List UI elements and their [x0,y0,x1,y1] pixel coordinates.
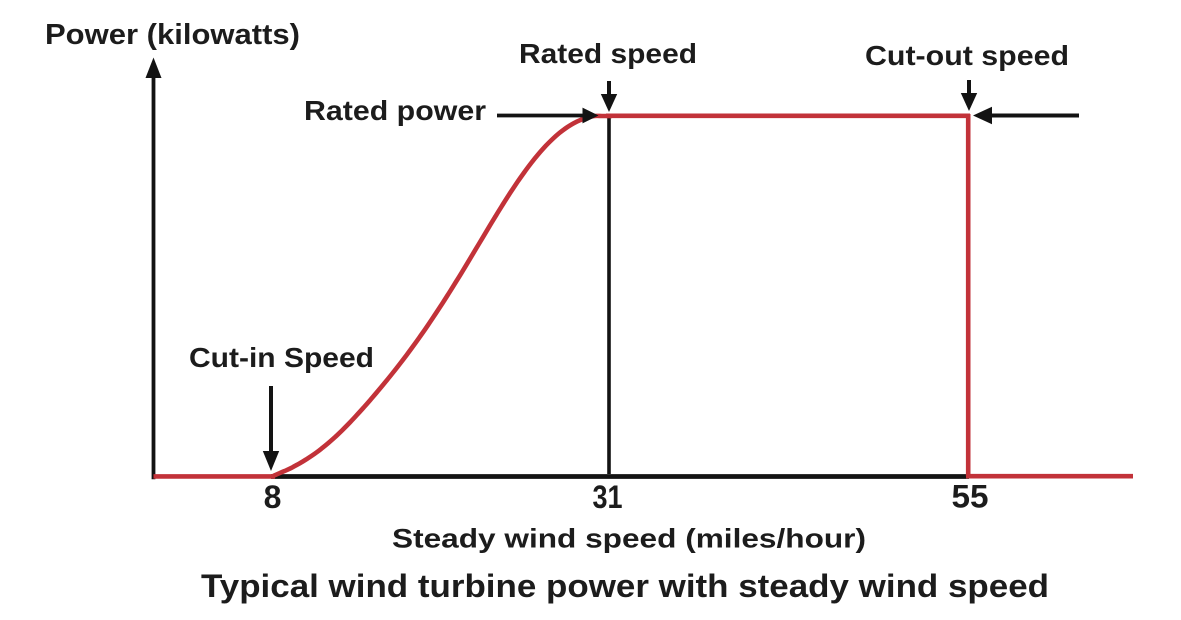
svg-text:Cut-out speed: Cut-out speed [865,40,1069,71]
svg-text:Typical wind turbine power wit: Typical wind turbine power with steady w… [201,568,1049,604]
svg-text:Power (kilowatts): Power (kilowatts) [45,19,300,51]
svg-text:Steady wind speed (miles/hour): Steady wind speed (miles/hour) [392,524,866,554]
svg-text:55: 55 [952,479,989,515]
svg-text:Rated power: Rated power [304,95,486,126]
svg-text:31: 31 [593,479,623,515]
svg-text:Rated speed: Rated speed [519,38,697,69]
svg-text:8: 8 [264,479,282,515]
svg-text:Cut-in Speed: Cut-in Speed [189,342,374,373]
